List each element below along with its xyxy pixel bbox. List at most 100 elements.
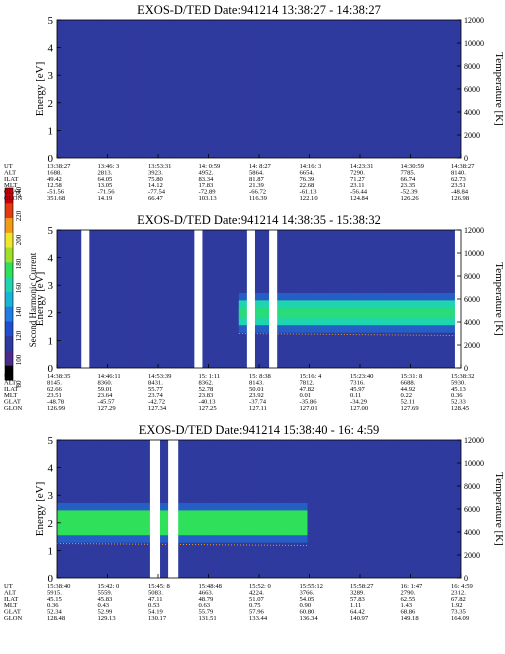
table-cell: 0.90 — [300, 602, 312, 609]
table-cell: 8360. — [98, 379, 113, 386]
table-row-label: GLAT — [4, 399, 21, 406]
table-cell: 52.33 — [451, 399, 467, 406]
table-cell: 76.39 — [300, 176, 316, 183]
table-cell: 5930. — [451, 379, 466, 386]
colorbar-swatch — [5, 276, 13, 292]
table-cell: 127.69 — [401, 405, 420, 412]
table-cell: 22.68 — [300, 182, 316, 189]
table-cell: 16: 1:47 — [401, 583, 423, 590]
colorbar-frame — [4, 187, 14, 381]
table-cell: 0.36 — [47, 602, 59, 609]
y-right-tick-label: 12000 — [464, 226, 484, 235]
band-peak — [57, 517, 308, 529]
table-cell: 71.27 — [350, 176, 366, 183]
table-cell: 48.79 — [199, 596, 215, 603]
table-cell: 126.26 — [401, 195, 420, 202]
y-tick-label: 2 — [48, 518, 54, 530]
table-row-label: ALT — [4, 589, 16, 596]
table-cell: 126.99 — [47, 405, 66, 412]
table-row-label: GLAT — [4, 189, 21, 196]
table-cell: 47.82 — [300, 386, 315, 393]
table-cell: -35.86 — [300, 399, 318, 406]
table-cell: 127.11 — [249, 405, 267, 412]
table-cell: 23.51 — [47, 392, 62, 399]
table-cell: 23.92 — [249, 392, 264, 399]
table-row-label: UT — [4, 163, 13, 170]
spectrogram-background — [57, 20, 461, 158]
ephemeris-table: UT 13:38:27 13:46: 3 13:53:31 14: 0:59 14: 8:… — [4, 163, 475, 202]
table-cell: 23.11 — [350, 182, 365, 189]
table-cell: 62.73 — [451, 176, 467, 183]
table-cell: 52.11 — [401, 399, 416, 406]
table-cell: 51.07 — [249, 596, 265, 603]
y-right-tick-label: 8000 — [464, 482, 480, 491]
table-row-label: ILAT — [4, 386, 18, 393]
table-cell: 129.13 — [98, 615, 117, 622]
table-cell: 55.79 — [199, 609, 215, 616]
y-right-tick-label: 8000 — [464, 272, 480, 281]
y-tick-label: 2 — [48, 98, 54, 110]
table-cell: 14:16: 3 — [300, 163, 322, 170]
table-cell: 128.48 — [47, 615, 66, 622]
table-cell: 15:55:12 — [300, 583, 323, 590]
table-cell: 15:58:27 — [350, 583, 374, 590]
table-cell: 0.11 — [350, 392, 361, 399]
panel-title: EXOS-D/TED Date:941214 15:38:40 - 16: 4:… — [139, 423, 380, 437]
table-row-label: ALT — [4, 169, 16, 176]
table-cell: 4952. — [199, 169, 214, 176]
table-cell: 13:38:27 — [47, 163, 71, 170]
table-cell: 14:23:31 — [350, 163, 373, 170]
table-cell: 23.64 — [98, 392, 114, 399]
y-tick-label: 0 — [48, 153, 54, 165]
y-right-axis-label: Temperature [K] — [493, 472, 505, 545]
table-cell: 0.01 — [300, 392, 312, 399]
table-cell: 57.83 — [350, 596, 366, 603]
table-cell: 15:16: 4 — [300, 373, 322, 380]
table-cell: 8143. — [249, 379, 264, 386]
y-tick-label: 3 — [48, 490, 54, 502]
y-right-axis-label: Temperature [K] — [493, 262, 505, 335]
colorbar-swatch — [5, 261, 13, 278]
table-cell: 55.77 — [148, 386, 164, 393]
table-cell: 127.34 — [148, 405, 167, 412]
table-row-label: GLON — [4, 615, 23, 622]
table-cell: -42.72 — [148, 399, 165, 406]
table-cell: 13:46: 3 — [98, 163, 120, 170]
panel-title: EXOS-D/TED Date:941214 13:38:27 - 14:38:… — [137, 3, 381, 17]
table-cell: 130.17 — [148, 615, 167, 622]
table-cell: 45.15 — [47, 596, 63, 603]
table-cell: 0.63 — [199, 602, 211, 609]
table-cell: 127.00 — [350, 405, 369, 412]
spectrogram-panels: EXOS-D/TED Date:941214 13:38:27 - 14:38:… — [4, 3, 505, 622]
y-right-tick-label: 4000 — [464, 528, 480, 537]
table-cell: 6688. — [401, 379, 416, 386]
data-gap — [149, 440, 161, 578]
table-cell: 0.43 — [98, 602, 110, 609]
table-cell: 1.92 — [451, 602, 463, 609]
table-cell: 15: 1:11 — [199, 373, 221, 380]
table-cell: 14:38:27 — [451, 163, 475, 170]
table-cell: 14.19 — [98, 195, 114, 202]
panel-2: EXOS-D/TED Date:941214 14:38:35 - 15:38:… — [4, 213, 505, 412]
table-row-label: UT — [4, 583, 13, 590]
table-row-label: ALT — [4, 379, 16, 386]
table-cell: 13.05 — [98, 182, 114, 189]
table-cell: 14.12 — [148, 182, 163, 189]
table-cell: 67.82 — [451, 596, 466, 603]
table-cell: 2790. — [401, 589, 416, 596]
table-cell: 44.92 — [401, 386, 416, 393]
colorbar-swatch — [5, 188, 13, 204]
panel-1: EXOS-D/TED Date:941214 13:38:27 - 14:38:… — [4, 3, 505, 202]
table-cell: 83.34 — [199, 176, 215, 183]
table-cell: 16: 4:59 — [451, 583, 473, 590]
table-cell: 5915. — [47, 589, 62, 596]
ephemeris-table: UT 15:38:40 15:42: 0 15:45: 8 15:48:48 15:52:… — [4, 583, 473, 622]
table-cell: 133.44 — [249, 615, 268, 622]
table-cell: 8145. — [47, 379, 62, 386]
colorbar-tick-label: 180 — [15, 258, 23, 269]
table-row-label: GLON — [4, 405, 23, 412]
colorbar-tick-label: 160 — [15, 282, 23, 293]
table-cell: -72.89 — [199, 189, 217, 196]
table-cell: 64.05 — [98, 176, 114, 183]
